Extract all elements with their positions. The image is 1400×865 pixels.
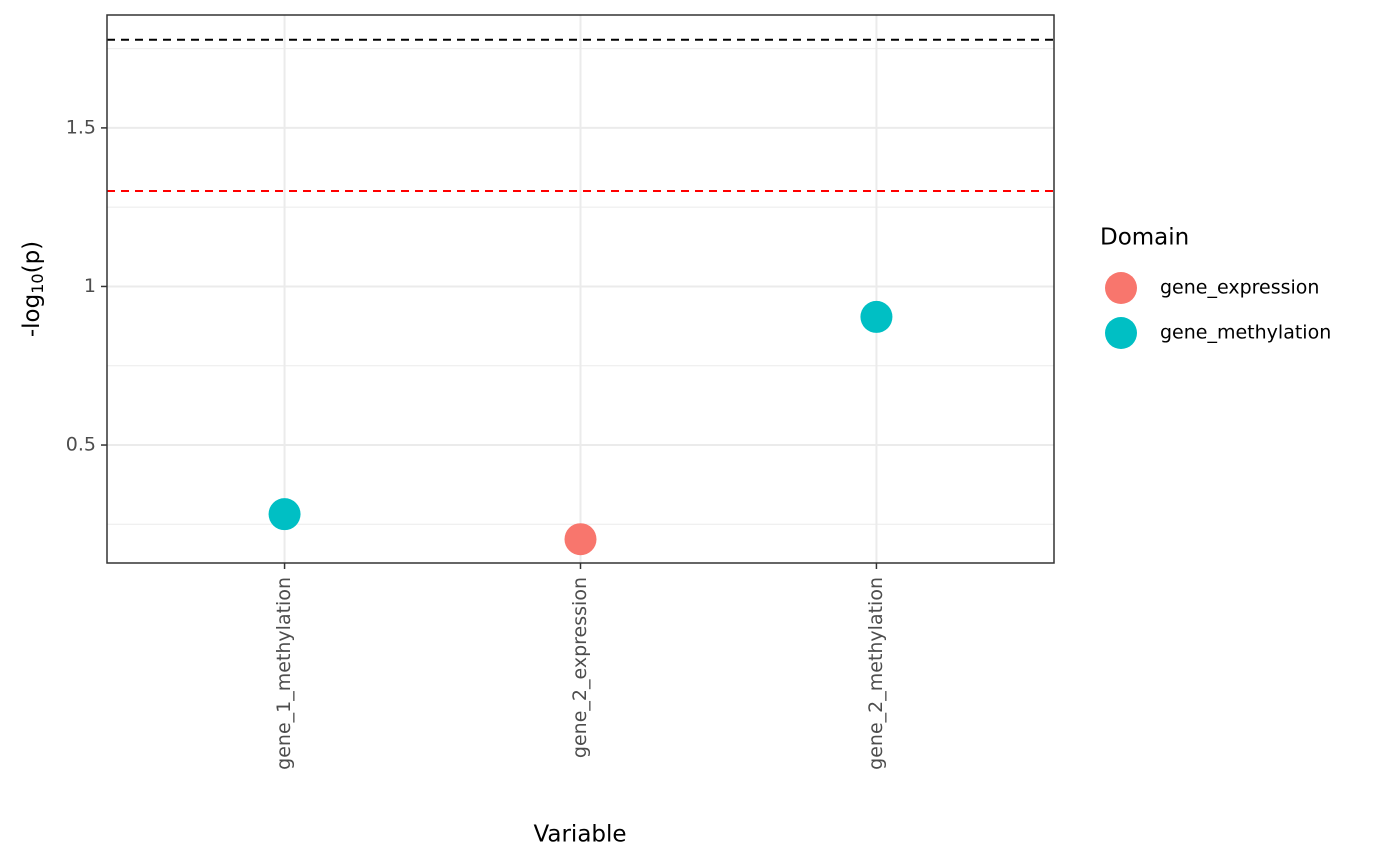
x-axis-label: Variable [533, 822, 626, 848]
point [860, 300, 893, 333]
y-tick-label: 1.5 [66, 116, 96, 138]
legend-title: Domain [1100, 225, 1189, 251]
legend-label: gene_methylation [1160, 322, 1331, 344]
x-tick-label: gene_2_methylation [865, 577, 887, 770]
y-label-sub: 10 [28, 273, 47, 293]
y-axis-label: -log10(p) [19, 241, 47, 337]
x-tick-label: gene_2_expression [569, 577, 591, 758]
legend-key [1105, 272, 1137, 304]
y-label-part: (p) [19, 241, 45, 274]
x-tick-label: gene_1_methylation [273, 577, 295, 770]
legend-key [1105, 317, 1137, 349]
legend-label: gene_expression [1160, 277, 1319, 299]
point [564, 523, 597, 556]
y-tick-label: 1 [84, 275, 96, 297]
y-tick-label: 0.5 [66, 434, 96, 456]
y-label-part: -log [19, 294, 45, 337]
panel-border [106, 14, 1055, 564]
point [268, 498, 301, 531]
